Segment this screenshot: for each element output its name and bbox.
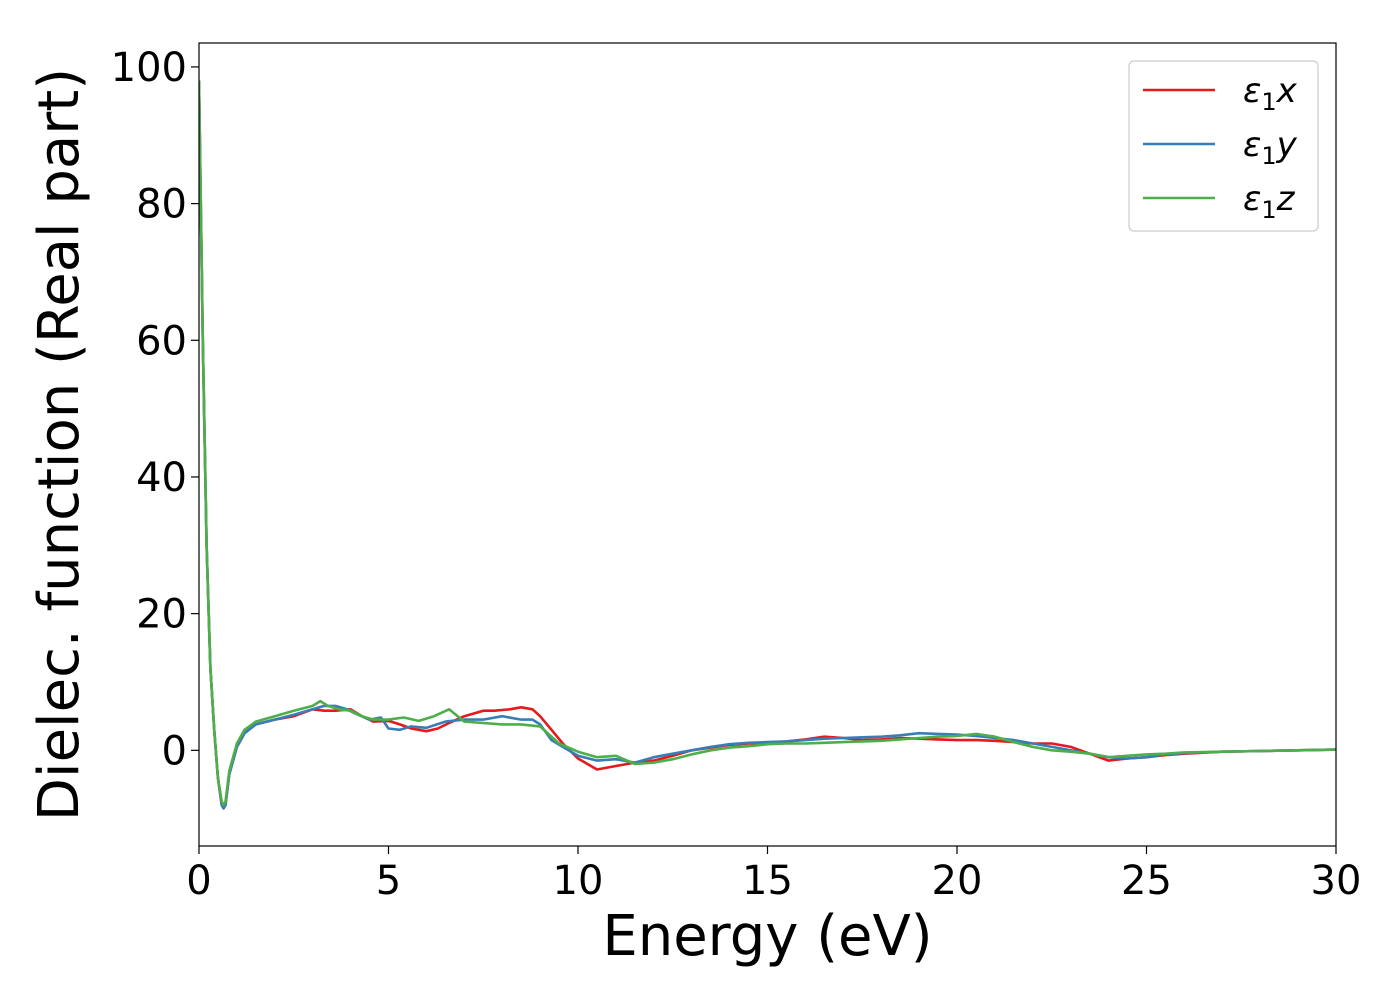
x-axis-ticks: 0 5 10 15 20 25 30 — [186, 846, 1361, 904]
series-line-z — [199, 80, 1336, 807]
x-tick-label: 10 — [553, 858, 604, 904]
y-tick-label: 80 — [136, 182, 187, 228]
legend-label: ε1x — [1243, 71, 1298, 116]
plot-area — [199, 80, 1336, 810]
series-line-y — [199, 80, 1336, 810]
plot-frame — [198, 42, 1337, 847]
legend: ε1x ε1y ε1z — [1128, 60, 1319, 232]
legend-label: ε1y — [1243, 125, 1298, 170]
x-tick-label: 20 — [932, 858, 983, 904]
x-tick-label: 5 — [376, 858, 401, 904]
x-tick-label: 30 — [1311, 858, 1362, 904]
x-tick-label: 15 — [742, 858, 793, 904]
x-tick-label: 25 — [1121, 858, 1172, 904]
legend-item: ε1z — [1143, 179, 1296, 224]
y-axis-label: Dielec. function (Real part) — [27, 68, 92, 821]
y-tick-label: 20 — [136, 592, 187, 638]
x-axis-label: Energy (eV) — [602, 904, 932, 969]
y-tick-label: 60 — [136, 318, 187, 364]
y-tick-label: 40 — [136, 455, 187, 501]
y-tick-label: 100 — [111, 45, 187, 91]
legend-box — [1128, 60, 1319, 232]
y-axis-ticks: 0 20 40 60 80 100 — [111, 45, 199, 774]
x-tick-label: 0 — [186, 858, 211, 904]
legend-item: ε1x — [1143, 71, 1298, 116]
legend-label: ε1z — [1243, 179, 1296, 224]
legend-item: ε1y — [1143, 125, 1298, 170]
y-tick-label: 0 — [162, 728, 187, 774]
